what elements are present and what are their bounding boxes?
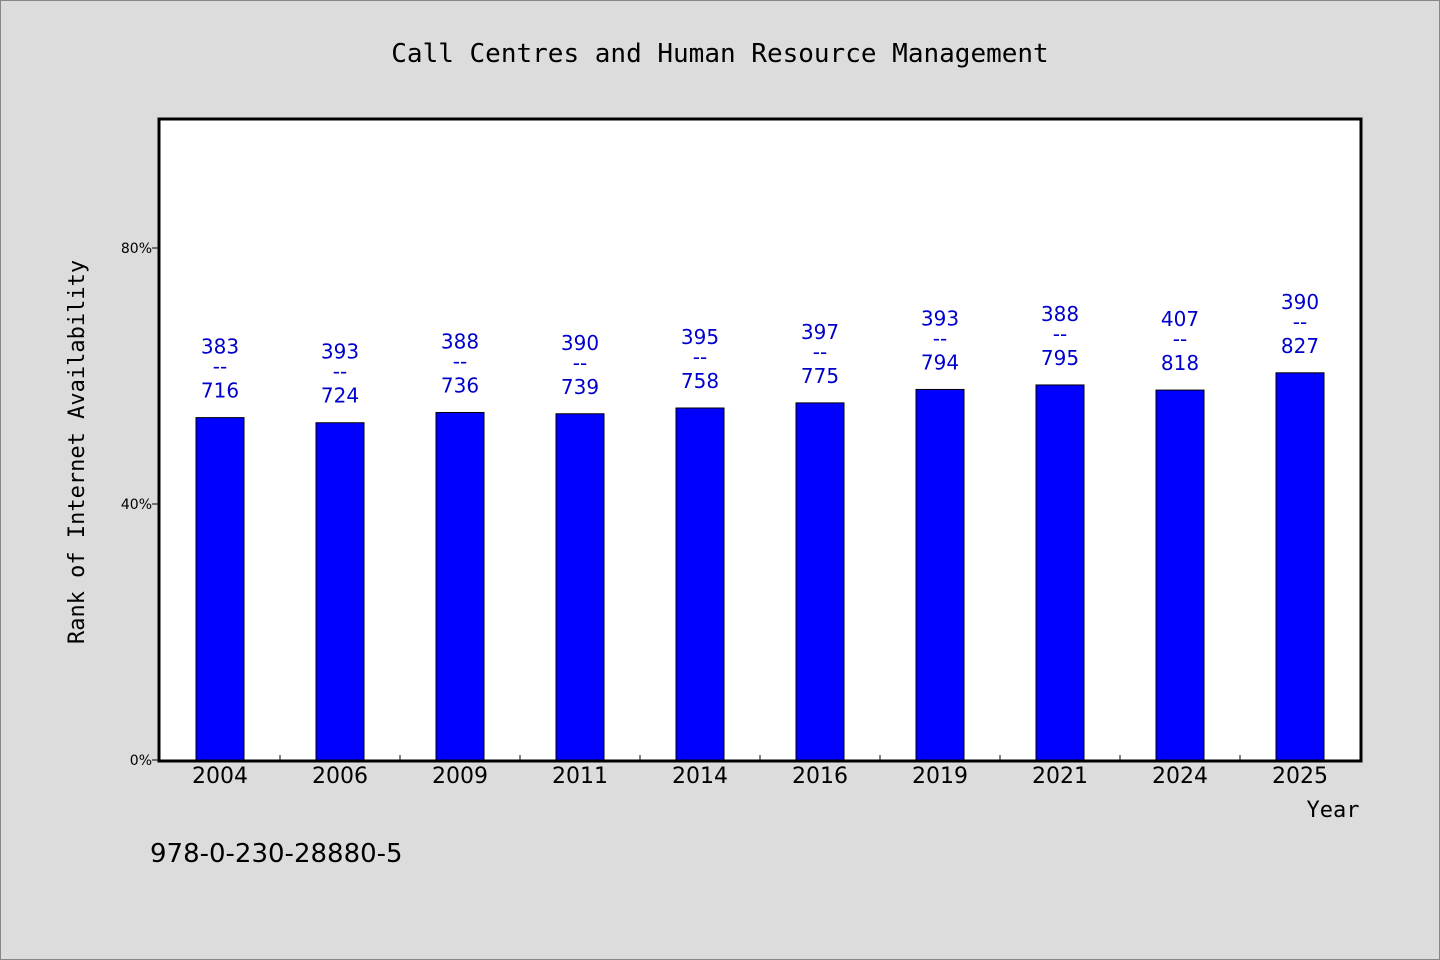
data-label-separator-2016: -- bbox=[813, 340, 827, 364]
data-label-bottom-2016: 775 bbox=[801, 364, 839, 388]
bar-2009 bbox=[435, 411, 485, 761]
bar-2004 bbox=[195, 417, 245, 761]
y-tick-label: 0% bbox=[130, 753, 152, 769]
data-label-separator-2025: -- bbox=[1293, 310, 1307, 334]
x-tick-label-2006: 2006 bbox=[312, 764, 368, 789]
data-label-bottom-2024: 818 bbox=[1161, 351, 1199, 375]
x-tick-label-2004: 2004 bbox=[192, 764, 248, 789]
bar-2021 bbox=[1035, 384, 1085, 761]
data-label-bottom-2011: 739 bbox=[561, 375, 599, 399]
data-label-bottom-2021: 795 bbox=[1041, 346, 1079, 370]
data-label-top-2006: 393 bbox=[321, 340, 359, 364]
x-tick-label-2025: 2025 bbox=[1272, 764, 1328, 789]
data-label-separator-2019: -- bbox=[933, 326, 947, 350]
data-label-separator-2006: -- bbox=[333, 360, 347, 384]
y-tick-label: 80% bbox=[121, 241, 152, 257]
data-label-top-2004: 383 bbox=[201, 335, 239, 359]
bar-2025 bbox=[1275, 372, 1325, 761]
bar-2014 bbox=[675, 407, 725, 761]
y-axis-title: Rank of Internet Availability bbox=[65, 260, 90, 644]
bar-2016 bbox=[795, 402, 845, 761]
bar-2019 bbox=[915, 388, 965, 761]
x-tick-label-2024: 2024 bbox=[1152, 764, 1208, 789]
x-tick-label-2009: 2009 bbox=[432, 764, 488, 789]
data-label-top-2024: 407 bbox=[1161, 307, 1199, 331]
data-label-top-2016: 397 bbox=[801, 320, 839, 344]
data-label-top-2011: 390 bbox=[561, 331, 599, 355]
data-label-bottom-2006: 724 bbox=[321, 384, 359, 408]
data-label-bottom-2004: 716 bbox=[201, 379, 239, 403]
data-label-bottom-2019: 794 bbox=[921, 350, 959, 374]
data-label-top-2025: 390 bbox=[1281, 290, 1319, 314]
data-labels-layer: 383--716393--724388--736390--739395--758… bbox=[201, 290, 1319, 408]
y-axis: 0% 40% 80% bbox=[121, 241, 160, 769]
bar-2024 bbox=[1155, 389, 1205, 761]
chart-title: Call Centres and Human Resource Manageme… bbox=[391, 39, 1048, 69]
bar-2006 bbox=[315, 422, 365, 761]
x-tick-label-2014: 2014 bbox=[672, 764, 728, 789]
data-label-separator-2014: -- bbox=[693, 345, 707, 369]
data-label-top-2014: 395 bbox=[681, 325, 719, 349]
data-label-top-2009: 388 bbox=[441, 329, 479, 353]
y-tick-label: 40% bbox=[121, 497, 152, 513]
data-label-bottom-2025: 827 bbox=[1281, 334, 1319, 358]
x-axis: 2004 2006 2009 2011 2014 2016 2019 2021 2024 2025 bbox=[192, 755, 1328, 789]
data-label-top-2019: 393 bbox=[921, 306, 959, 330]
x-tick-label-2021: 2021 bbox=[1032, 764, 1088, 789]
x-tick-label-2011: 2011 bbox=[552, 764, 608, 789]
data-label-separator-2011: -- bbox=[573, 351, 587, 375]
x-tick-label-2019: 2019 bbox=[912, 764, 968, 789]
bar-2011 bbox=[555, 413, 605, 761]
x-tick-label-2016: 2016 bbox=[792, 764, 848, 789]
x-axis-title: Year bbox=[1307, 798, 1360, 823]
data-label-separator-2024: -- bbox=[1173, 327, 1187, 351]
bars-layer bbox=[195, 372, 1325, 761]
data-label-bottom-2014: 758 bbox=[681, 369, 719, 393]
data-label-bottom-2009: 736 bbox=[441, 373, 479, 397]
data-label-separator-2004: -- bbox=[213, 355, 227, 379]
data-label-top-2021: 388 bbox=[1041, 302, 1079, 326]
footer-isbn: 978-0-230-28880-5 bbox=[150, 839, 403, 869]
data-label-separator-2021: -- bbox=[1053, 322, 1067, 346]
data-label-separator-2009: -- bbox=[453, 349, 467, 373]
